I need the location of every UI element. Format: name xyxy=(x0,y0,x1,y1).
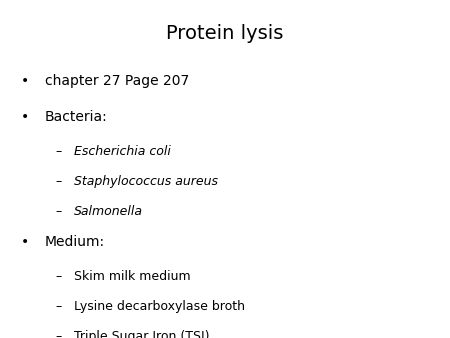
Text: Lysine decarboxylase broth: Lysine decarboxylase broth xyxy=(74,300,245,313)
Text: Skim milk medium: Skim milk medium xyxy=(74,270,191,283)
Text: –: – xyxy=(55,330,62,338)
Text: –: – xyxy=(55,270,62,283)
Text: •: • xyxy=(21,110,29,124)
Text: •: • xyxy=(21,74,29,88)
Text: chapter 27 Page 207: chapter 27 Page 207 xyxy=(45,74,189,88)
Text: –: – xyxy=(55,300,62,313)
Text: Salmonella: Salmonella xyxy=(74,205,143,218)
Text: Triple Sugar Iron (TSI): Triple Sugar Iron (TSI) xyxy=(74,330,210,338)
Text: Medium:: Medium: xyxy=(45,235,105,248)
Text: Protein lysis: Protein lysis xyxy=(166,24,284,43)
Text: Bacteria:: Bacteria: xyxy=(45,110,108,124)
Text: –: – xyxy=(55,175,62,188)
Text: –: – xyxy=(55,205,62,218)
Text: Escherichia coli: Escherichia coli xyxy=(74,145,171,158)
Text: Staphylococcus aureus: Staphylococcus aureus xyxy=(74,175,218,188)
Text: •: • xyxy=(21,235,29,248)
Text: –: – xyxy=(55,145,62,158)
